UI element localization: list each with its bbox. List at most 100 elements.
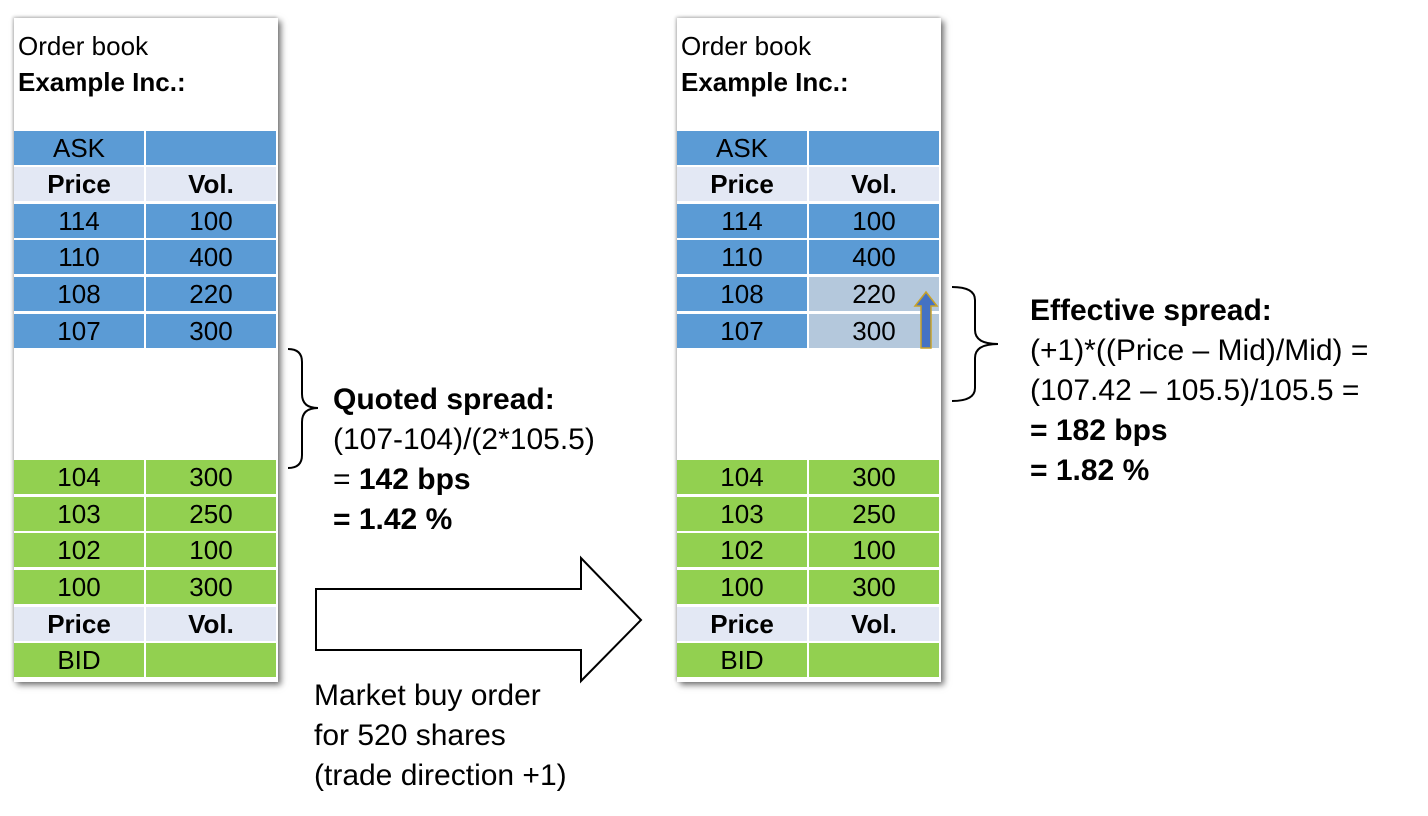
ask-label-blank (809, 131, 941, 167)
ask-vol-consumed: 220 (809, 277, 941, 313)
ask-header-row: Price Vol. (677, 167, 941, 203)
bid-vol: 300 (146, 570, 278, 606)
ask-label: ASK (14, 131, 146, 167)
bid-label-blank (809, 643, 941, 679)
order-book-label: Order book (681, 31, 812, 61)
ask-row: 110 400 (14, 240, 278, 276)
ask-row: 110 400 (677, 240, 941, 276)
bid-label: BID (677, 643, 809, 679)
quoted-spread-percent: = 1.42 % (333, 503, 453, 536)
bid-row: 102 100 (14, 533, 278, 569)
order-line-2: for 520 shares (314, 719, 506, 752)
bid-price: 100 (14, 570, 146, 606)
bid-label: BID (14, 643, 146, 679)
bid-vol: 250 (809, 497, 941, 533)
ask-price: 108 (677, 277, 809, 313)
bid-price: 104 (677, 460, 809, 496)
vol-header: Vol. (809, 167, 941, 203)
bid-row: 103 250 (14, 497, 278, 533)
right-order-book: Order book Example Inc.: ASK Price Vol. … (677, 18, 941, 682)
ask-price: 114 (14, 204, 146, 240)
ask-vol: 220 (146, 277, 278, 313)
bid-price: 102 (14, 533, 146, 569)
bid-price: 100 (677, 570, 809, 606)
effective-spread-bps: 182 bps (1055, 414, 1168, 447)
ask-vol-consumed: 300 (809, 314, 941, 350)
bid-vol: 300 (809, 570, 941, 606)
ask-label-row: ASK (677, 131, 941, 167)
effective-spread-heading: Effective spread: (1030, 294, 1272, 327)
vol-header: Vol. (809, 607, 941, 643)
bid-price: 103 (677, 497, 809, 533)
ask-row: 114 100 (677, 204, 941, 240)
bid-label-row: BID (14, 643, 278, 679)
bid-label-blank (146, 643, 278, 679)
vol-header: Vol. (146, 607, 278, 643)
effective-spread-calc: (107.42 – 105.5)/105.5 = (1030, 374, 1360, 407)
effective-spread-percent: = 1.82 % (1030, 454, 1150, 487)
ask-vol: 100 (809, 204, 941, 240)
price-header: Price (14, 607, 146, 643)
quoted-spread-bps-line: = 142 bps (333, 460, 471, 500)
quoted-spread-bps: 142 bps (358, 463, 471, 496)
bid-vol: 300 (146, 460, 278, 496)
ask-label-blank (146, 131, 278, 167)
bid-price: 104 (14, 460, 146, 496)
bid-label-row: BID (677, 643, 941, 679)
ask-price: 110 (677, 240, 809, 276)
bid-row: 103 250 (677, 497, 941, 533)
quoted-spread-formula: (107-104)/(2*105.5) (333, 423, 595, 456)
price-header: Price (14, 167, 146, 203)
order-book-label: Order book (18, 31, 149, 61)
bid-header-row: Price Vol. (14, 607, 278, 643)
ask-price: 108 (14, 277, 146, 313)
order-book-title: Order book Example Inc.: (681, 28, 849, 100)
quoted-spread-brace (287, 348, 319, 469)
ask-vol: 300 (146, 314, 278, 350)
up-arrow-icon (913, 290, 939, 349)
ask-label-row: ASK (14, 131, 278, 167)
ask-row: 107 300 (677, 314, 941, 350)
bid-row: 102 100 (677, 533, 941, 569)
ask-row: 108 220 (677, 277, 941, 313)
effective-spread-formula: (+1)*((Price – Mid)/Mid) = (1030, 334, 1369, 367)
price-header: Price (677, 607, 809, 643)
effective-spread-brace (951, 286, 999, 402)
bid-vol: 300 (809, 460, 941, 496)
ask-vol: 400 (146, 240, 278, 276)
bid-price: 103 (14, 497, 146, 533)
order-line-1: Market buy order (314, 679, 541, 712)
left-order-book: Order book Example Inc.: ASK Price Vol. … (14, 18, 278, 682)
bid-vol: 100 (809, 533, 941, 569)
ask-header-row: Price Vol. (14, 167, 278, 203)
ask-vol: 100 (146, 204, 278, 240)
eq-prefix: = (333, 463, 359, 496)
bid-row: 100 300 (14, 570, 278, 606)
ask-label: ASK (677, 131, 809, 167)
ask-price: 114 (677, 204, 809, 240)
quoted-spread-heading: Quoted spread: (333, 383, 555, 416)
order-book-title: Order book Example Inc.: (18, 28, 186, 100)
big-right-arrow-icon (315, 555, 643, 684)
company-name: Example Inc.: (681, 67, 849, 97)
bid-row: 100 300 (677, 570, 941, 606)
bid-header-row: Price Vol. (677, 607, 941, 643)
price-header: Price (677, 167, 809, 203)
bid-row: 104 300 (677, 460, 941, 496)
ask-row: 107 300 (14, 314, 278, 350)
ask-row: 108 220 (14, 277, 278, 313)
effective-spread-bps-line: = 182 bps (1030, 411, 1168, 451)
ask-row: 114 100 (14, 204, 278, 240)
ask-price: 110 (14, 240, 146, 276)
bid-vol: 250 (146, 497, 278, 533)
order-line-3: (trade direction +1) (314, 759, 567, 792)
company-name: Example Inc.: (18, 67, 186, 97)
ask-price: 107 (677, 314, 809, 350)
ask-vol: 400 (809, 240, 941, 276)
bid-price: 102 (677, 533, 809, 569)
bid-vol: 100 (146, 533, 278, 569)
eq-prefix: = (1030, 414, 1056, 447)
bid-row: 104 300 (14, 460, 278, 496)
vol-header: Vol. (146, 167, 278, 203)
